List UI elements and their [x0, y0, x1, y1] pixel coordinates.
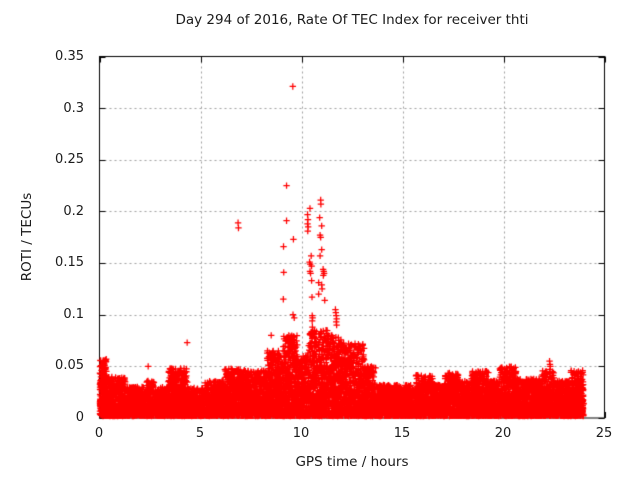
- y-tick-label: 0.1: [63, 307, 84, 322]
- y-tick-label: 0.05: [55, 358, 84, 373]
- x-tick-label: 20: [494, 426, 512, 441]
- y-tick-label: 0.25: [55, 152, 84, 167]
- y-tick-label: 0.15: [55, 255, 84, 270]
- y-tick-label: 0: [75, 410, 84, 425]
- y-tick-label: 0.2: [63, 204, 84, 219]
- x-tick-label: 15: [393, 426, 411, 441]
- x-tick-label: 0: [94, 426, 104, 441]
- y-tick-label: 0.35: [55, 49, 84, 64]
- chart-title: Day 294 of 2016, Rate Of TEC Index for r…: [175, 12, 529, 28]
- x-tick-label: 5: [195, 426, 205, 441]
- y-tick-label: 0.3: [63, 101, 84, 116]
- x-axis-title: GPS time / hours: [295, 454, 409, 470]
- x-tick-label: 10: [292, 426, 310, 441]
- x-tick-label: 25: [595, 426, 613, 441]
